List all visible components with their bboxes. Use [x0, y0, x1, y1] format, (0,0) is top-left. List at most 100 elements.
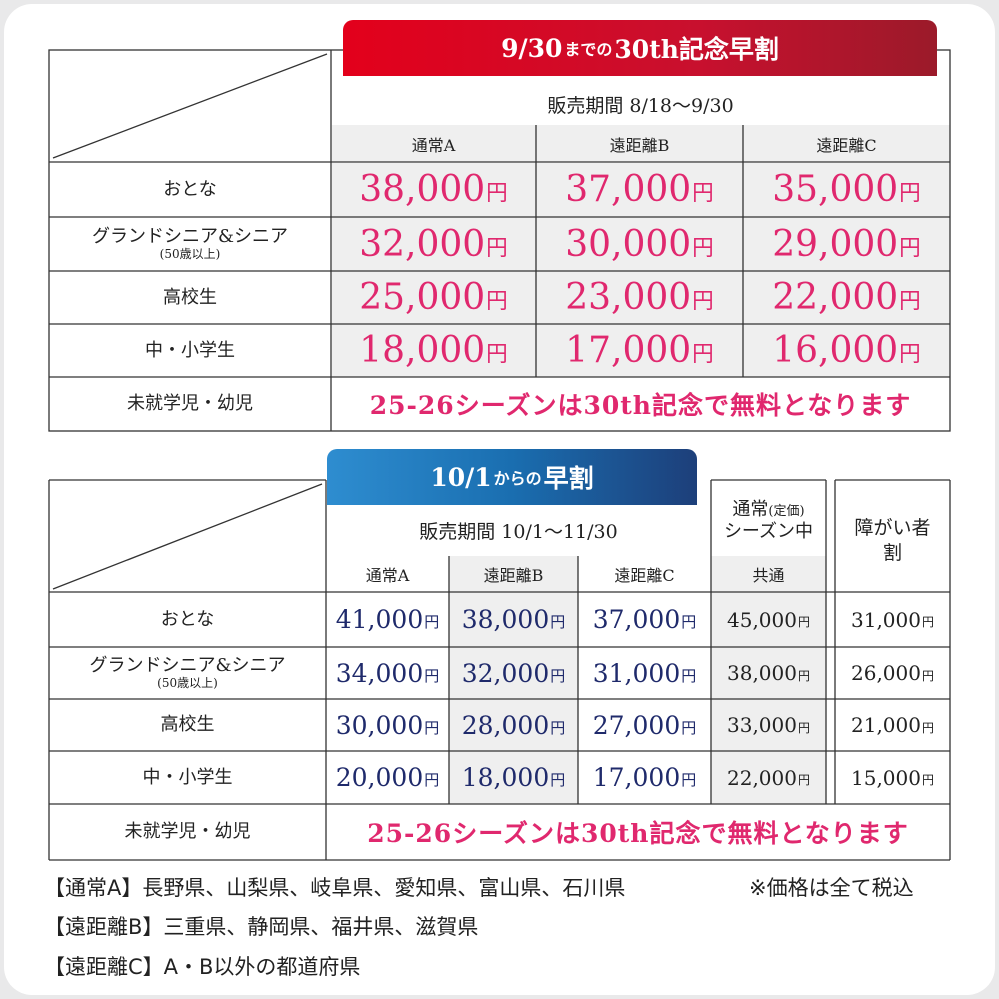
row-label-preschool: 未就学児・幼児 — [49, 377, 331, 431]
row-label-text: 未就学児・幼児 — [124, 821, 251, 843]
yen-unit: 円 — [692, 235, 714, 261]
row-label-elementary: 中・小学生 — [49, 751, 326, 804]
col-header-long-distance-b: 遠距離B — [609, 135, 670, 155]
price-value: 28,000 — [461, 710, 550, 740]
price-value: 25,000 — [359, 277, 486, 318]
price-value: 45,000 — [727, 607, 797, 632]
price-cell: 41,000 円 — [326, 592, 449, 647]
price-value: 30,000 — [565, 223, 692, 265]
row-label-senior: グランドシニア&シニア (50歳以上) — [49, 217, 331, 271]
row-label-senior: グランドシニア&シニア (50歳以上) — [49, 647, 326, 699]
banner-early-bird-30th: 9/30 までの 30th記念早割 — [343, 20, 937, 76]
free-notice: 25-26シーズンは30th記念で無料となります — [369, 391, 912, 420]
price-value: 33,000 — [727, 713, 797, 737]
price-cell: 30,000 円 — [536, 217, 743, 271]
row-label-sub: (50歳以上) — [157, 676, 218, 691]
row-label-text: 中・小学生 — [142, 766, 233, 788]
price-value: 18,000 — [461, 763, 550, 792]
price-value: 18,000 — [359, 330, 486, 371]
price-cell: 18,000 円 — [449, 751, 578, 804]
price-value: 26,000 — [851, 661, 921, 685]
disability-discount-header: 障がい者 割 — [835, 505, 950, 577]
yen-unit: 円 — [797, 773, 810, 787]
yen-unit: 円 — [797, 615, 810, 629]
col-header-standard-a: 通常A — [411, 135, 456, 155]
price-cell: 34,000 円 — [326, 647, 449, 699]
regular-header-paren: (定価) — [768, 504, 805, 520]
price-value: 23,000 — [565, 277, 692, 318]
price-value: 37,000 — [592, 605, 681, 634]
price-cell: 31,000 円 — [578, 647, 711, 699]
price-value: 29,000 — [772, 223, 899, 265]
free-notice: 25-26シーズンは30th記念で無料となります — [367, 819, 909, 848]
yen-unit: 円 — [797, 720, 810, 735]
price-value: 22,000 — [772, 277, 899, 318]
disability-price-cell: 26,000 円 — [835, 647, 950, 699]
yen-unit: 円 — [921, 615, 934, 629]
price-value: 41,000 — [335, 605, 424, 634]
regular-col-bg — [711, 556, 826, 804]
col-header-long-distance-c: 遠距離C — [816, 135, 877, 155]
yen-unit: 円 — [486, 289, 508, 314]
price-cell: 18,000 円 — [331, 324, 536, 377]
yen-unit: 円 — [681, 771, 697, 789]
price-value: 35,000 — [772, 169, 899, 210]
price-cell: 23,000 円 — [536, 271, 743, 324]
price-area-bg — [332, 163, 950, 377]
regular-price-cell: 38,000 円 — [711, 647, 826, 699]
price-cell: 28,000 円 — [449, 699, 578, 751]
price-cell: 25,000 円 — [331, 271, 536, 324]
yen-unit: 円 — [550, 771, 566, 789]
row-label-sub: (50歳以上) — [159, 247, 221, 262]
col-header-long-distance-c: 遠距離C — [614, 566, 675, 585]
yen-unit: 円 — [692, 181, 714, 206]
price-value: 17,000 — [565, 330, 692, 371]
row-label-text: グランドシニア&シニア — [91, 225, 289, 247]
banner-date: 10/1 — [430, 462, 492, 492]
price-cell: 38,000 円 — [449, 592, 578, 647]
price-cell: 22,000 円 — [743, 271, 950, 324]
yen-unit: 円 — [921, 720, 934, 735]
yen-unit: 円 — [550, 613, 566, 631]
price-value: 32,000 — [359, 223, 486, 265]
regular-price-cell: 22,000 円 — [711, 751, 826, 804]
row-label-text: 未就学児・幼児 — [127, 393, 253, 415]
yen-unit: 円 — [424, 666, 440, 685]
price-value: 15,000 — [851, 765, 921, 790]
note-area-b: 【遠距離B】三重県、静岡県、福井県、滋賀県 — [44, 915, 479, 939]
row-label-adult: おとな — [49, 162, 331, 217]
regular-header-season: シーズン中 — [723, 521, 814, 542]
yen-unit: 円 — [692, 342, 714, 367]
regular-price-cell: 33,000 円 — [711, 699, 826, 751]
price-cell: 32,000 円 — [331, 217, 536, 271]
col-header-standard-a: 通常A — [365, 566, 410, 585]
disability-price-cell: 31,000 円 — [835, 592, 950, 647]
price-cell: 32,000 円 — [449, 647, 578, 699]
yen-unit: 円 — [681, 718, 697, 737]
regular-col-header-common: 共通 — [752, 566, 785, 585]
banner-connector: からの — [493, 469, 542, 488]
price-cell: 29,000 円 — [743, 217, 950, 271]
yen-unit: 円 — [424, 613, 440, 631]
price-value: 30,000 — [335, 710, 424, 740]
yen-unit: 円 — [921, 668, 934, 683]
yen-unit: 円 — [486, 181, 508, 206]
disability-price-cell: 21,000 円 — [835, 699, 950, 751]
row-label-text: おとな — [160, 608, 215, 630]
banner-date: 9/30 — [501, 33, 563, 63]
disability-header-line2: 割 — [882, 542, 902, 564]
price-value: 17,000 — [592, 763, 681, 792]
yen-unit: 円 — [692, 289, 714, 314]
row-label-high-school: 高校生 — [49, 271, 331, 324]
price-value: 21,000 — [851, 713, 921, 737]
row-label-preschool: 未就学児・幼児 — [49, 804, 326, 860]
col-b-bg — [449, 556, 578, 804]
price-cell: 17,000 円 — [536, 324, 743, 377]
yen-unit: 円 — [681, 666, 697, 685]
banner-connector: までの — [564, 40, 613, 59]
price-value: 38,000 — [727, 661, 797, 685]
price-value: 32,000 — [461, 658, 550, 688]
price-cell: 16,000 円 — [743, 324, 950, 377]
yen-unit: 円 — [899, 235, 921, 261]
